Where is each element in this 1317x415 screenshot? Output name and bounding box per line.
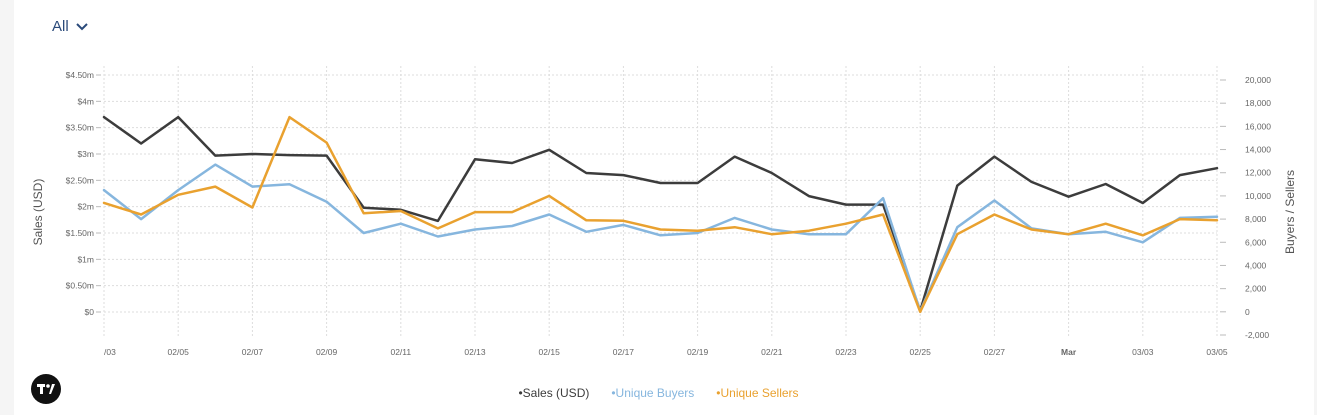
left-tick-label: $4.50m xyxy=(66,70,94,80)
x-tick-label: 03/03 xyxy=(1132,347,1154,357)
chevron-down-icon xyxy=(75,22,88,30)
series-line-unique-sellers[interactable] xyxy=(102,115,1219,314)
legend-item-sales[interactable]: •Sales (USD) xyxy=(518,386,589,400)
tradingview-logo-icon xyxy=(31,374,61,404)
right-tick-label: -2,000 xyxy=(1245,330,1269,340)
x-tick-label: 02/07 xyxy=(242,347,264,357)
series-line-unique-buyers[interactable] xyxy=(102,163,1219,313)
legend-label-sellers: •Unique Sellers xyxy=(716,386,799,400)
legend-item-sellers[interactable]: •Unique Sellers xyxy=(716,386,798,400)
legend-label-buyers: •Unique Buyers xyxy=(611,386,695,400)
right-tick-label: 18,000 xyxy=(1245,98,1271,108)
grid-lines xyxy=(103,66,1218,338)
x-tick-label: 02/23 xyxy=(835,347,857,357)
x-tick-label: 02/13 xyxy=(464,347,486,357)
left-tick-label: $1m xyxy=(77,254,94,264)
x-tick-label: 02/19 xyxy=(687,347,709,357)
filter-dropdown[interactable]: All xyxy=(52,18,88,35)
left-tick-label: $0 xyxy=(85,307,95,317)
right-tick-label: 4,000 xyxy=(1245,260,1267,270)
y-axis-right-label: Buyers / Sellers xyxy=(1283,170,1297,254)
x-tick-label: 02/05 xyxy=(168,347,190,357)
x-tick-label: 02/15 xyxy=(539,347,561,357)
chart-card xyxy=(14,0,1314,415)
x-tick-label: 02/11 xyxy=(390,347,411,357)
x-tick-label: Mar xyxy=(1061,347,1077,357)
y-axis-left-label: Sales (USD) xyxy=(31,179,45,246)
filter-label: All xyxy=(52,18,69,35)
left-tick-label: $1.50m xyxy=(66,228,94,238)
x-tick-label: 02/25 xyxy=(910,347,932,357)
x-tick-label: 02/09 xyxy=(316,347,338,357)
right-tick-label: 12,000 xyxy=(1245,168,1271,178)
x-axis: /03 02/05 02/07 02/09 02/11 02/13 02/15 02/17 02… xyxy=(104,347,1228,357)
left-tick-label: $3m xyxy=(77,149,94,159)
right-tick-label: 0 xyxy=(1245,307,1250,317)
right-tick-label: 10,000 xyxy=(1245,191,1271,201)
left-tick-label: $4m xyxy=(77,96,94,106)
left-tick-label: $2.50m xyxy=(66,175,94,185)
x-tick-label: 02/17 xyxy=(613,347,635,357)
left-tick-label: $0.50m xyxy=(66,281,94,291)
legend-label-sales: •Sales (USD) xyxy=(518,386,590,400)
chart-legend: •Sales (USD) •Unique Buyers •Unique Sell… xyxy=(0,386,1317,400)
x-tick-label: 02/27 xyxy=(984,347,1006,357)
right-tick-label: 14,000 xyxy=(1245,145,1271,155)
x-tick-label: 02/21 xyxy=(761,347,783,357)
left-tick-label: $2m xyxy=(77,202,94,212)
left-axis: $0 $0.50m $1m $1.50m $2m $2.50m $3m $3.50m $4m $4… xyxy=(66,70,101,317)
right-axis: -2,000 0 2,000 4,000 6,000 8,000 10,000 12,000 1… xyxy=(1220,75,1271,340)
line-chart: $0 $0.50m $1m $1.50m $2m $2.50m $3m $3.50m $4m $4… xyxy=(31,66,1297,357)
right-tick-label: 20,000 xyxy=(1245,75,1271,85)
left-tick-label: $3.50m xyxy=(66,123,94,133)
right-tick-label: 6,000 xyxy=(1245,237,1267,247)
x-tick-label: 03/05 xyxy=(1206,347,1228,357)
legend-item-buyers[interactable]: •Unique Buyers xyxy=(611,386,694,400)
right-tick-label: 2,000 xyxy=(1245,284,1267,294)
x-tick-label: /03 xyxy=(104,347,116,357)
right-tick-label: 16,000 xyxy=(1245,121,1271,131)
series-line-sales-usd[interactable] xyxy=(102,115,1219,313)
right-tick-label: 8,000 xyxy=(1245,214,1267,224)
series-group xyxy=(102,115,1219,314)
